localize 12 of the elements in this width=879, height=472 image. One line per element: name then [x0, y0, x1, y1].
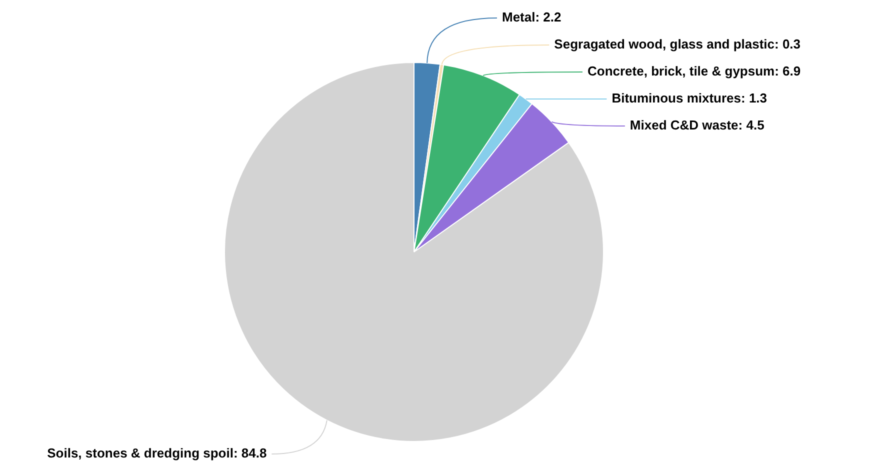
slice-label: Bituminous mixtures [612, 90, 742, 106]
slice-label: Soils, stones & dredging spoil [47, 446, 234, 461]
slice-label: Metal [502, 10, 536, 25]
data-label: : 0.3 [774, 36, 801, 52]
data-label: : 6.9 [774, 64, 801, 79]
data-label: : 1.3 [741, 90, 768, 106]
data-label: : 4.5 [738, 118, 764, 133]
slice-label: Concrete, brick, tile & gypsum [587, 64, 775, 79]
slice-label: Segragated wood, glass and plastic [554, 36, 775, 52]
slice-label: Mixed C&D waste [630, 118, 738, 133]
data-label: : 84.8 [233, 446, 267, 461]
data-label: : 2.2 [535, 10, 562, 25]
